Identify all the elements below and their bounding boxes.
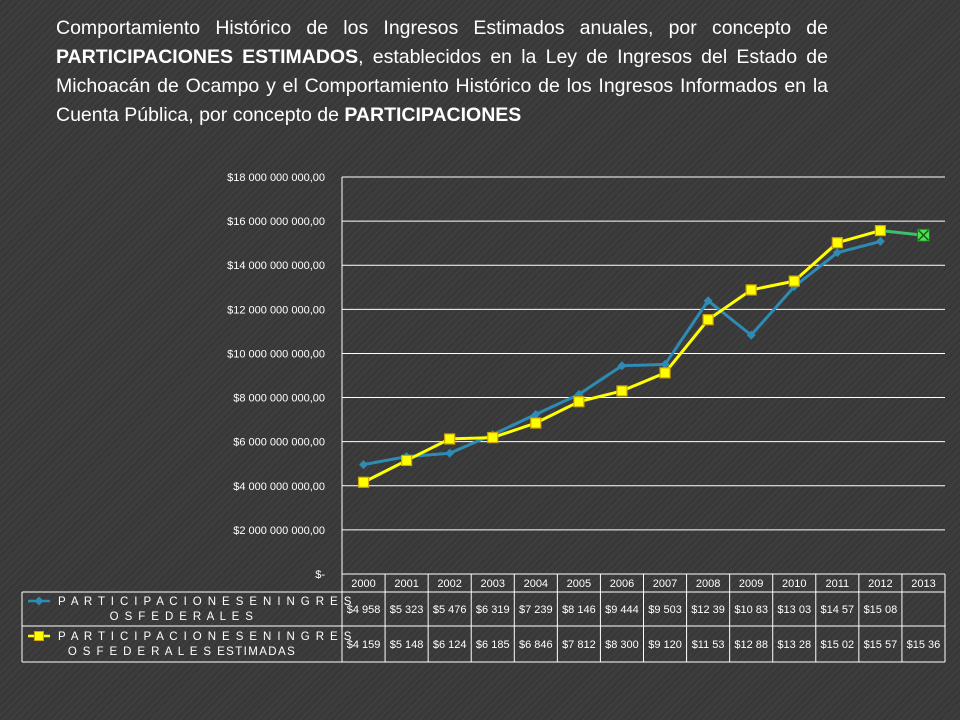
data-point-estimadas bbox=[487, 431, 499, 444]
data-point-estimadas bbox=[788, 275, 800, 287]
legend-key-diamond bbox=[34, 596, 44, 606]
legend-label: P A R T I C I P A C I O N E S E N I N G … bbox=[58, 631, 353, 643]
data-label: $8 146 bbox=[562, 604, 596, 616]
legend-key-square bbox=[34, 631, 44, 641]
data-point-estimadas bbox=[745, 284, 757, 296]
data-point-federales bbox=[359, 460, 369, 470]
x-tick-label: 2008 bbox=[696, 578, 720, 590]
data-label: $7 812 bbox=[562, 639, 596, 651]
data-label: $15 36 bbox=[907, 639, 941, 651]
title-part-2: , establecidos en la Ley de Ingresos del… bbox=[56, 46, 828, 126]
y-tick-label: $6 000 000 000,00 bbox=[233, 437, 325, 449]
data-label: $9 120 bbox=[648, 639, 682, 651]
data-point-estimadas bbox=[616, 385, 628, 397]
data-point-federales bbox=[746, 330, 756, 340]
x-tick-label: 2003 bbox=[481, 578, 505, 590]
data-point-estimadas bbox=[659, 367, 671, 379]
x-tick-label: 2002 bbox=[437, 578, 461, 590]
x-tick-label: 2009 bbox=[739, 578, 763, 590]
x-tick-label: 2010 bbox=[782, 578, 806, 590]
x-tick-label: 2012 bbox=[868, 578, 892, 590]
y-tick-label: $12 000 000 000,00 bbox=[227, 304, 325, 316]
data-label: $15 57 bbox=[864, 639, 898, 651]
y-tick-label: $18 000 000 000,00 bbox=[227, 172, 325, 184]
legend-label: O S F E D E R A L E S ESTIMADAS bbox=[68, 646, 296, 658]
data-label: $4 958 bbox=[347, 604, 381, 616]
x-tick-label: 2007 bbox=[653, 578, 677, 590]
series-line-estimadas bbox=[362, 229, 881, 484]
data-point-estimadas bbox=[573, 396, 585, 408]
data-label: $12 39 bbox=[691, 604, 725, 616]
legend-label: P A R T I C I P A C I O N E S E N I N G … bbox=[58, 596, 353, 608]
data-point-federales bbox=[445, 448, 455, 458]
title-bold-2: PARTICIPACIONES bbox=[344, 104, 522, 126]
data-point-federales bbox=[832, 248, 842, 258]
y-tick-label: $14 000 000 000,00 bbox=[227, 260, 325, 272]
data-point-estimadas bbox=[831, 237, 843, 249]
data-label: $10 83 bbox=[734, 604, 768, 616]
y-tick-label: $2 000 000 000,00 bbox=[233, 525, 325, 537]
data-label: $6 846 bbox=[519, 639, 553, 651]
data-label: $5 323 bbox=[390, 604, 424, 616]
legend-label: O S F E D E R A L E S bbox=[110, 611, 255, 623]
data-label: $15 02 bbox=[820, 639, 854, 651]
x-tick-label: 2005 bbox=[567, 578, 591, 590]
data-label: $4 159 bbox=[347, 639, 381, 651]
data-point-estimadas bbox=[702, 314, 714, 326]
data-point-estimadas bbox=[530, 417, 542, 429]
data-label: $12 88 bbox=[734, 639, 768, 651]
data-label: $8 300 bbox=[605, 639, 639, 651]
x-tick-label: 2000 bbox=[351, 578, 375, 590]
data-label: $14 57 bbox=[820, 604, 854, 616]
title-bold-1: PARTICIPACIONES ESTIMADOS bbox=[56, 46, 359, 68]
x-tick-label: 2004 bbox=[524, 578, 548, 590]
y-tick-label: $4 000 000 000,00 bbox=[233, 481, 325, 493]
data-label: $15 08 bbox=[864, 604, 898, 616]
chart-title: Comportamiento Histórico de los Ingresos… bbox=[56, 14, 828, 130]
data-label: $5 148 bbox=[390, 639, 424, 651]
data-label: $5 476 bbox=[433, 604, 467, 616]
x-tick-label: 2006 bbox=[610, 578, 634, 590]
y-tick-label: $10 000 000 000,00 bbox=[227, 348, 325, 360]
title-part-1: Comportamiento Histórico de los Ingresos… bbox=[56, 17, 828, 39]
data-label: $13 28 bbox=[777, 639, 811, 651]
data-label: $13 03 bbox=[777, 604, 811, 616]
data-point-estimadas bbox=[874, 224, 886, 237]
data-point-estimadas-2013-cross bbox=[917, 229, 929, 241]
y-tick-label: $- bbox=[315, 569, 325, 581]
series-line-estimadas-2013 bbox=[880, 229, 924, 237]
data-label: $6 124 bbox=[433, 639, 467, 651]
x-tick-label: 2011 bbox=[825, 578, 849, 590]
data-label: $7 239 bbox=[519, 604, 553, 616]
data-point-federales bbox=[703, 296, 713, 306]
data-label: $6 185 bbox=[476, 639, 510, 651]
data-label: $6 319 bbox=[476, 604, 510, 616]
data-label: $9 503 bbox=[648, 604, 682, 616]
data-point-federales bbox=[531, 409, 541, 419]
data-point-federales bbox=[617, 361, 627, 371]
data-point-federales bbox=[875, 236, 885, 246]
x-tick-label: 2013 bbox=[911, 578, 935, 590]
y-tick-label: $16 000 000 000,00 bbox=[227, 216, 325, 228]
data-point-estimadas bbox=[444, 433, 456, 445]
data-point-estimadas bbox=[401, 454, 413, 467]
data-point-estimadas bbox=[357, 476, 370, 488]
y-tick-label: $8 000 000 000,00 bbox=[233, 393, 325, 405]
x-tick-label: 2001 bbox=[394, 578, 418, 590]
data-label: $9 444 bbox=[605, 604, 639, 616]
data-label: $11 53 bbox=[692, 639, 725, 651]
data-point-federales bbox=[660, 359, 670, 369]
